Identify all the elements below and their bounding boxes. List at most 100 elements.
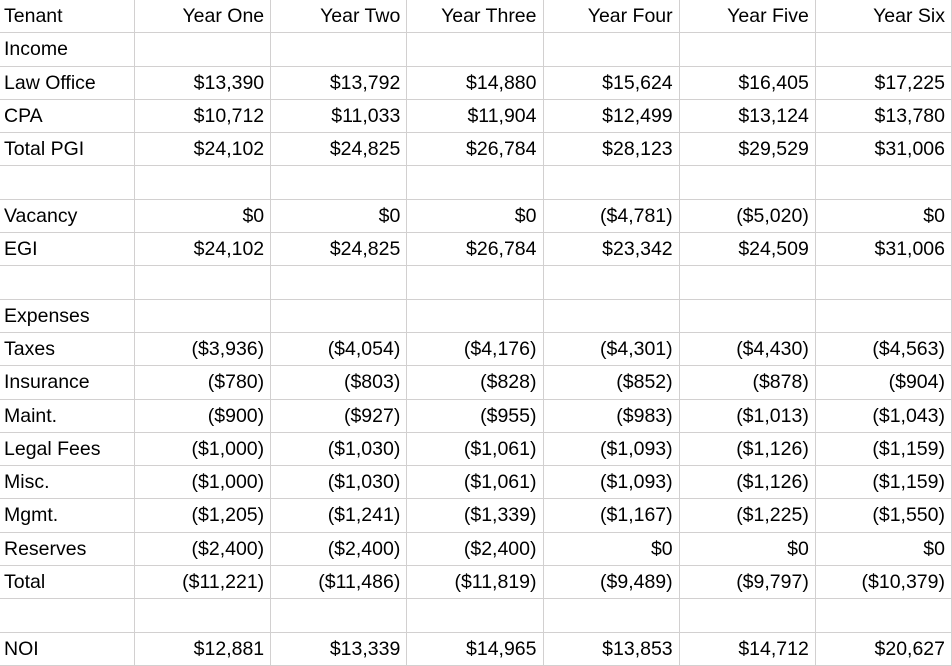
value-cell[interactable]: ($878) [679, 366, 816, 400]
value-cell[interactable]: $12,499 [543, 99, 680, 134]
value-cell[interactable]: $13,390 [135, 66, 272, 100]
value-cell[interactable]: ($11,486) [271, 566, 408, 600]
value-cell[interactable] [815, 299, 952, 333]
value-cell[interactable]: ($11,221) [135, 566, 272, 600]
value-cell[interactable] [271, 599, 408, 633]
row-label-cell[interactable]: Insurance [0, 366, 135, 400]
value-cell[interactable]: ($1,000) [135, 466, 272, 500]
value-cell[interactable]: $0 [407, 199, 544, 234]
row-label-cell[interactable]: Taxes [0, 332, 135, 367]
value-cell[interactable] [679, 33, 816, 67]
value-cell[interactable]: $28,123 [543, 133, 680, 167]
value-cell[interactable]: ($1,030) [271, 432, 408, 467]
value-cell[interactable] [135, 599, 272, 633]
value-cell[interactable] [407, 33, 544, 67]
column-header-year[interactable]: Year One [135, 0, 272, 34]
value-cell[interactable]: $0 [271, 199, 408, 234]
value-cell[interactable]: ($1,159) [815, 432, 952, 467]
value-cell[interactable]: ($1,241) [271, 499, 408, 533]
row-label-cell[interactable]: EGI [0, 233, 135, 267]
value-cell[interactable]: $29,529 [679, 133, 816, 167]
value-cell[interactable]: ($4,054) [271, 332, 408, 367]
value-cell[interactable]: ($11,819) [407, 566, 544, 600]
value-cell[interactable]: ($9,797) [679, 566, 816, 600]
value-cell[interactable]: $16,405 [679, 66, 816, 100]
row-label-cell[interactable]: Misc. [0, 466, 135, 500]
value-cell[interactable] [135, 266, 272, 300]
row-label-cell[interactable] [0, 599, 135, 633]
value-cell[interactable]: $11,033 [271, 99, 408, 134]
value-cell[interactable]: ($904) [815, 366, 952, 400]
value-cell[interactable] [271, 299, 408, 333]
value-cell[interactable]: ($1,167) [543, 499, 680, 533]
value-cell[interactable] [679, 299, 816, 333]
row-label-cell[interactable]: Mgmt. [0, 499, 135, 533]
row-label-cell[interactable] [0, 166, 135, 200]
value-cell[interactable]: $13,339 [271, 632, 408, 666]
value-cell[interactable]: $11,904 [407, 99, 544, 134]
row-label-cell[interactable]: Expenses [0, 299, 135, 333]
row-label-cell[interactable]: Maint. [0, 399, 135, 433]
value-cell[interactable]: ($1,550) [815, 499, 952, 533]
value-cell[interactable]: ($780) [135, 366, 272, 400]
value-cell[interactable] [271, 266, 408, 300]
value-cell[interactable]: ($2,400) [407, 532, 544, 567]
value-cell[interactable]: $12,881 [135, 632, 272, 666]
value-cell[interactable]: $0 [815, 532, 952, 567]
value-cell[interactable] [543, 266, 680, 300]
row-label-cell[interactable]: NOI [0, 632, 135, 666]
value-cell[interactable] [679, 166, 816, 200]
row-label-cell[interactable]: Reserves [0, 532, 135, 567]
value-cell[interactable]: $24,825 [271, 133, 408, 167]
value-cell[interactable] [679, 266, 816, 300]
column-header-year[interactable]: Year Three [407, 0, 544, 34]
row-label-cell[interactable]: CPA [0, 99, 135, 134]
value-cell[interactable]: $0 [543, 532, 680, 567]
value-cell[interactable] [271, 166, 408, 200]
value-cell[interactable]: $17,225 [815, 66, 952, 100]
value-cell[interactable]: ($3,936) [135, 332, 272, 367]
value-cell[interactable] [135, 299, 272, 333]
value-cell[interactable]: ($4,563) [815, 332, 952, 367]
value-cell[interactable]: ($1,000) [135, 432, 272, 467]
value-cell[interactable] [407, 299, 544, 333]
value-cell[interactable] [815, 33, 952, 67]
value-cell[interactable]: ($1,030) [271, 466, 408, 500]
value-cell[interactable]: $20,627 [815, 632, 952, 666]
column-header-year[interactable]: Year Two [271, 0, 408, 34]
value-cell[interactable]: ($828) [407, 366, 544, 400]
row-label-cell[interactable]: Income [0, 33, 135, 67]
value-cell[interactable] [543, 33, 680, 67]
value-cell[interactable] [407, 599, 544, 633]
value-cell[interactable]: ($1,061) [407, 432, 544, 467]
value-cell[interactable]: $24,825 [271, 233, 408, 267]
value-cell[interactable]: ($4,430) [679, 332, 816, 367]
value-cell[interactable]: $0 [135, 199, 272, 234]
value-cell[interactable]: ($2,400) [135, 532, 272, 567]
value-cell[interactable] [543, 299, 680, 333]
row-label-cell[interactable]: Total [0, 566, 135, 600]
value-cell[interactable]: ($927) [271, 399, 408, 433]
value-cell[interactable]: $24,102 [135, 233, 272, 267]
value-cell[interactable]: $26,784 [407, 133, 544, 167]
value-cell[interactable]: ($1,225) [679, 499, 816, 533]
value-cell[interactable]: $24,102 [135, 133, 272, 167]
value-cell[interactable]: $0 [679, 532, 816, 567]
value-cell[interactable]: $24,509 [679, 233, 816, 267]
value-cell[interactable]: ($1,126) [679, 466, 816, 500]
value-cell[interactable] [815, 166, 952, 200]
value-cell[interactable]: ($1,159) [815, 466, 952, 500]
value-cell[interactable]: ($955) [407, 399, 544, 433]
value-cell[interactable]: ($803) [271, 366, 408, 400]
value-cell[interactable]: ($9,489) [543, 566, 680, 600]
value-cell[interactable] [543, 599, 680, 633]
value-cell[interactable]: ($1,093) [543, 466, 680, 500]
value-cell[interactable]: $13,124 [679, 99, 816, 134]
column-header-year[interactable]: Year Six [815, 0, 952, 34]
value-cell[interactable]: $15,624 [543, 66, 680, 100]
value-cell[interactable]: $13,792 [271, 66, 408, 100]
value-cell[interactable] [679, 599, 816, 633]
value-cell[interactable] [543, 166, 680, 200]
value-cell[interactable]: $31,006 [815, 133, 952, 167]
value-cell[interactable]: $14,965 [407, 632, 544, 666]
